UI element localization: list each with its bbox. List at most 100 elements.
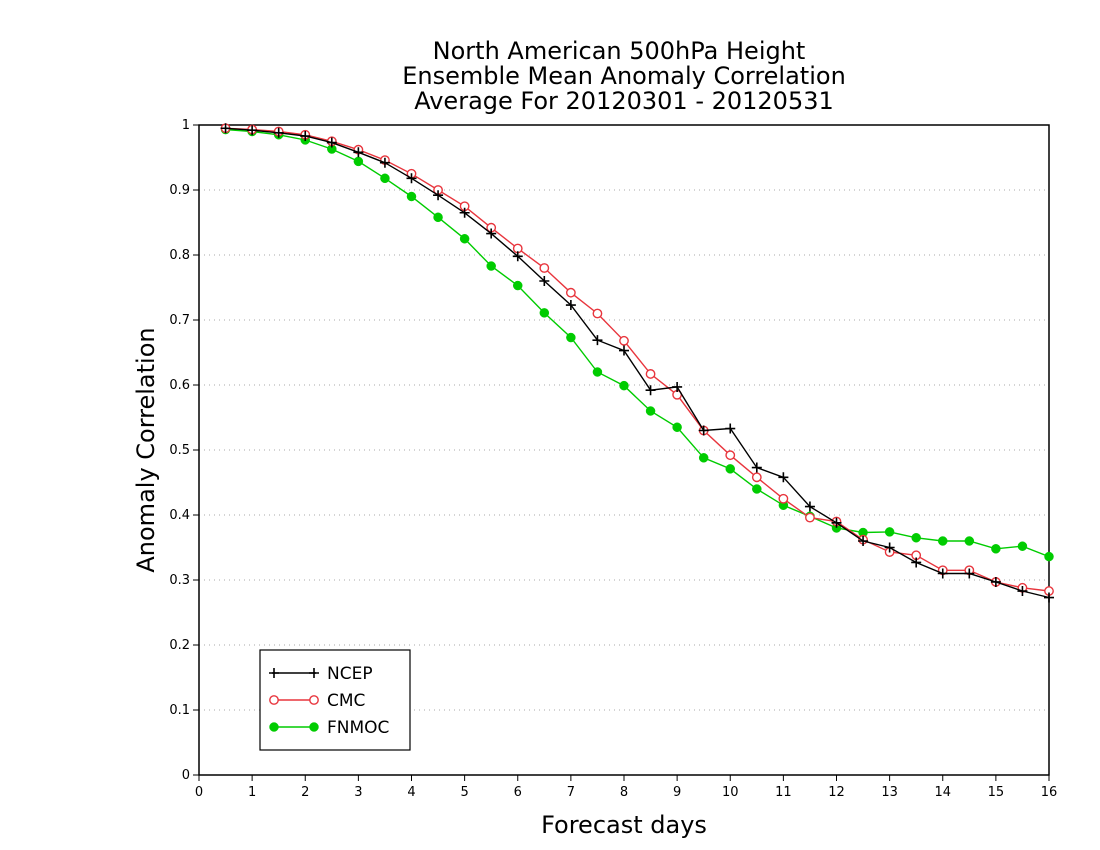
data-point-fnmoc bbox=[991, 544, 1001, 554]
data-point-ncep bbox=[459, 207, 470, 218]
data-point-ncep bbox=[619, 345, 629, 356]
data-point-ncep bbox=[273, 127, 284, 138]
data-point-fnmoc bbox=[513, 280, 523, 291]
data-point-ncep bbox=[911, 557, 922, 568]
data-point-ncep bbox=[964, 568, 975, 579]
x-tick-label: 2 bbox=[301, 785, 309, 800]
legend-label-ncep: NCEP bbox=[327, 664, 373, 684]
data-point-fnmoc bbox=[725, 464, 735, 474]
legend-marker-ncep bbox=[309, 668, 319, 678]
series-ncep bbox=[220, 123, 1054, 603]
y-tick-label: 0.3 bbox=[169, 573, 190, 588]
y-tick-label: 0.4 bbox=[169, 508, 190, 523]
data-point-ncep bbox=[698, 425, 709, 436]
y-tick-label: 0 bbox=[182, 768, 190, 783]
legend-item-cmc: CMC bbox=[269, 691, 365, 711]
data-point-fnmoc bbox=[672, 422, 682, 432]
x-tick-label: 16 bbox=[1041, 785, 1058, 800]
x-tick-label: 4 bbox=[407, 785, 415, 800]
series-line-fnmoc bbox=[225, 128, 1050, 558]
x-tick-label: 3 bbox=[354, 785, 362, 800]
data-point-ncep bbox=[751, 462, 762, 473]
x-tick-label: 5 bbox=[460, 785, 468, 800]
x-tick-label: 14 bbox=[934, 785, 951, 800]
grid-lines bbox=[199, 189, 1049, 711]
y-tick-label: 0.7 bbox=[169, 313, 190, 328]
x-tick-label: 13 bbox=[881, 785, 898, 800]
data-point-ncep bbox=[300, 131, 311, 142]
data-point-ncep bbox=[247, 125, 258, 136]
data-point-ncep bbox=[672, 381, 683, 392]
data-point-cmc bbox=[805, 512, 815, 523]
data-point-cmc bbox=[725, 450, 736, 461]
data-point-ncep bbox=[778, 472, 789, 483]
legend: NCEP CMC FNMOC bbox=[259, 649, 411, 751]
y-tick-label: 0.1 bbox=[169, 703, 190, 718]
legend-marker-ncep bbox=[269, 668, 279, 678]
data-point-ncep bbox=[406, 173, 417, 184]
data-point-cmc bbox=[539, 263, 550, 273]
data-point-ncep bbox=[831, 517, 842, 528]
x-axis-label: Forecast days bbox=[541, 811, 707, 839]
data-point-cmc bbox=[619, 335, 629, 346]
data-point-cmc bbox=[645, 369, 656, 379]
y-tick-label: 0.6 bbox=[169, 378, 190, 393]
data-point-ncep bbox=[512, 251, 523, 262]
legend-marker-cmc bbox=[309, 695, 319, 705]
data-point-ncep bbox=[353, 147, 364, 158]
data-point-fnmoc bbox=[433, 212, 443, 223]
data-point-fnmoc bbox=[1044, 551, 1054, 562]
x-tick-label: 11 bbox=[775, 785, 792, 800]
x-tick-label: 15 bbox=[988, 785, 1005, 800]
y-axis-label: Anomaly Correlation bbox=[132, 327, 160, 572]
data-point-fnmoc bbox=[539, 308, 550, 318]
data-point-ncep bbox=[592, 335, 603, 346]
data-point-fnmoc bbox=[566, 332, 576, 343]
data-point-fnmoc bbox=[406, 191, 417, 202]
y-tick-label: 0.8 bbox=[169, 248, 190, 263]
data-point-fnmoc bbox=[459, 234, 470, 244]
x-tick-label: 12 bbox=[828, 785, 845, 800]
data-point-fnmoc bbox=[592, 367, 603, 377]
data-point-ncep bbox=[990, 576, 1001, 587]
data-point-fnmoc bbox=[752, 484, 762, 494]
data-point-cmc bbox=[778, 493, 789, 504]
data-point-ncep bbox=[1044, 592, 1054, 603]
y-tick-label: 0.2 bbox=[169, 638, 190, 653]
axis-ticks: 00.10.20.30.40.50.60.70.80.910 1 2 3 4 5 6 7 8 9 1… bbox=[169, 118, 1057, 800]
data-point-ncep bbox=[858, 536, 869, 546]
x-tick-label: 7 bbox=[567, 785, 575, 800]
legend-item-ncep: NCEP bbox=[269, 664, 373, 684]
data-point-fnmoc bbox=[911, 533, 921, 543]
series-layer bbox=[220, 123, 1054, 603]
data-point-fnmoc bbox=[353, 156, 364, 167]
legend-marker-fnmoc bbox=[309, 722, 319, 732]
data-point-cmc bbox=[565, 287, 576, 298]
data-point-ncep bbox=[804, 501, 815, 512]
plot-area-frame bbox=[198, 124, 1050, 776]
chart-title-line-3: Average For 20120301 - 20120531 bbox=[414, 87, 834, 115]
series-cmc bbox=[220, 123, 1054, 596]
data-point-ncep bbox=[565, 300, 576, 311]
chart-title-line-1: North American 500hPa Height bbox=[433, 37, 806, 65]
data-point-ncep bbox=[884, 542, 895, 553]
legend-label-fnmoc: FNMOC bbox=[327, 718, 389, 738]
data-point-fnmoc bbox=[1017, 541, 1028, 551]
legend-label-cmc: CMC bbox=[327, 691, 365, 711]
data-point-cmc bbox=[751, 472, 762, 483]
data-point-fnmoc bbox=[486, 261, 496, 271]
legend-marker-fnmoc bbox=[269, 722, 279, 732]
x-tick-label: 9 bbox=[673, 785, 681, 800]
legend-marker-cmc bbox=[269, 695, 279, 705]
legend-item-fnmoc: FNMOC bbox=[269, 718, 389, 738]
data-point-fnmoc bbox=[380, 173, 390, 184]
data-point-cmc bbox=[592, 308, 603, 319]
series-line-cmc bbox=[225, 127, 1050, 592]
x-tick-label: 8 bbox=[620, 785, 628, 800]
x-tick-label: 0 bbox=[195, 785, 203, 800]
data-point-ncep bbox=[725, 423, 736, 434]
x-tick-label: 6 bbox=[514, 785, 522, 800]
data-point-ncep bbox=[1017, 586, 1028, 597]
data-point-fnmoc bbox=[964, 536, 975, 546]
